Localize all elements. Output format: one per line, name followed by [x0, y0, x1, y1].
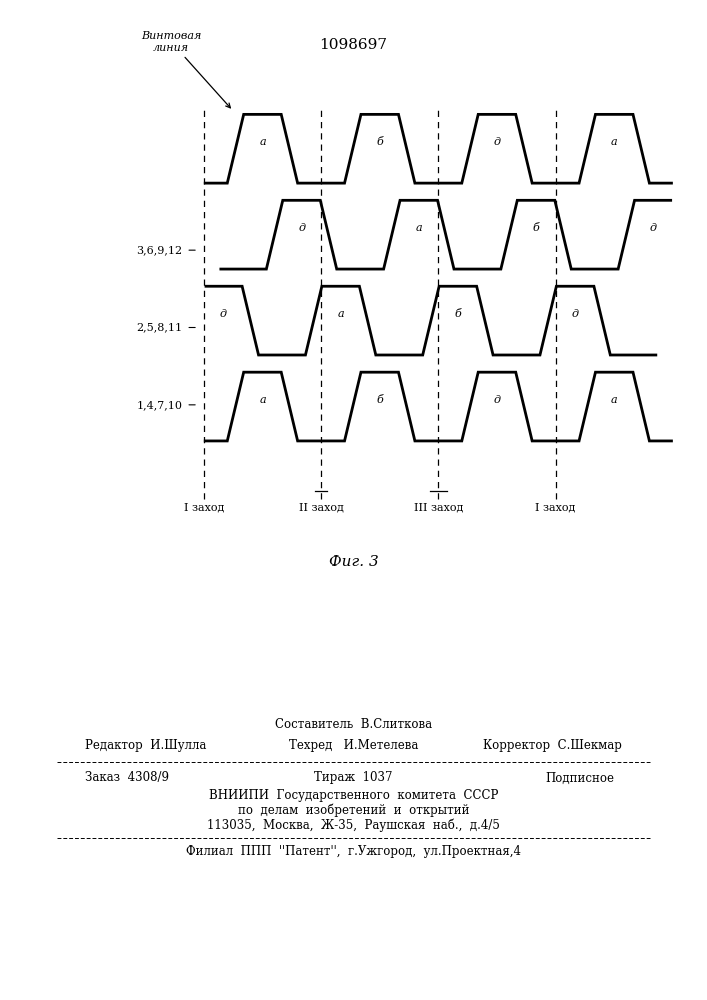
Text: I заход: I заход: [535, 503, 575, 513]
Text: 3,6,9,12: 3,6,9,12: [136, 245, 182, 255]
Text: Филиал  ППП  ''Патент'',  г.Ужгород,  ул.Проектная,4: Филиал ППП ''Патент'', г.Ужгород, ул.Про…: [186, 846, 521, 858]
Text: а: а: [611, 137, 617, 147]
Text: 1,4,7,10: 1,4,7,10: [136, 400, 182, 410]
Text: 1098697: 1098697: [320, 38, 387, 52]
Text: д: д: [493, 137, 501, 147]
Text: I заход: I заход: [184, 503, 224, 513]
Text: д: д: [298, 223, 305, 233]
Text: д: д: [572, 309, 578, 319]
Text: Редактор  И.Шулла: Редактор И.Шулла: [85, 738, 206, 752]
Text: д: д: [493, 395, 501, 405]
Text: б: б: [532, 223, 539, 233]
Text: Составитель  В.Слиткова: Составитель В.Слиткова: [275, 718, 432, 732]
Text: 113035,  Москва,  Ж-35,  Раушская  наб.,  д.4/5: 113035, Москва, Ж-35, Раушская наб., д.4…: [207, 818, 500, 832]
Text: Тираж  1037: Тираж 1037: [314, 772, 393, 784]
Text: Заказ  4308/9: Заказ 4308/9: [85, 772, 169, 784]
Text: Техред   И.Метелева: Техред И.Метелева: [289, 738, 418, 752]
Text: Корректор  С.Шекмар: Корректор С.Шекмар: [484, 738, 622, 752]
Text: а: а: [611, 395, 617, 405]
Text: д: д: [220, 309, 227, 319]
Text: II заход: II заход: [298, 503, 344, 513]
Text: Винтовая
линия: Винтовая линия: [141, 31, 230, 108]
Text: Подписное: Подписное: [545, 772, 614, 784]
Text: а: а: [259, 395, 266, 405]
Text: III заход: III заход: [414, 503, 463, 513]
Text: б: б: [455, 309, 461, 319]
Text: б: б: [376, 137, 383, 147]
Text: а: а: [337, 309, 344, 319]
Text: по  делам  изобретений  и  открытий: по делам изобретений и открытий: [238, 803, 469, 817]
Text: ВНИИПИ  Государственного  комитета  СССР: ВНИИПИ Государственного комитета СССР: [209, 788, 498, 802]
Text: а: а: [416, 223, 422, 233]
Text: а: а: [259, 137, 266, 147]
Text: 2,5,8,11: 2,5,8,11: [136, 322, 182, 332]
Text: д: д: [650, 223, 657, 233]
Text: б: б: [376, 395, 383, 405]
Text: Фиг. 3: Фиг. 3: [329, 555, 378, 569]
